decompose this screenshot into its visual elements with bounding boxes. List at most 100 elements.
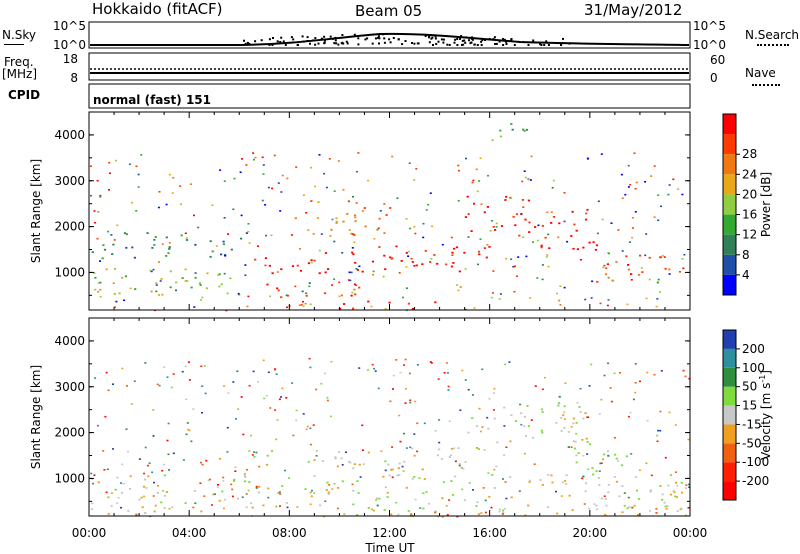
velocity-cell	[403, 364, 405, 366]
power-cell	[541, 264, 544, 266]
power-cell	[527, 178, 530, 181]
velocity-cell	[397, 513, 400, 516]
velocity-cell	[384, 486, 387, 489]
nsearch-dot	[413, 42, 416, 45]
power-cell	[579, 259, 582, 261]
power-cell	[477, 263, 479, 266]
velocity-cell	[628, 506, 631, 508]
velocity-cell	[242, 433, 245, 436]
velocity-cell	[223, 385, 226, 387]
velocity-cell	[626, 507, 629, 510]
velocity-cell	[231, 488, 234, 491]
velocity-cell	[352, 503, 355, 506]
power-cell	[379, 210, 382, 212]
power-cell	[353, 288, 356, 291]
power-cell	[377, 227, 380, 230]
power-cell	[656, 298, 659, 300]
velocity-cell	[590, 363, 593, 366]
nsearch-dot	[461, 39, 464, 42]
velocity-cell	[319, 504, 322, 507]
velocity-cell	[285, 397, 288, 399]
power-cell	[134, 288, 137, 290]
power-cell	[639, 254, 642, 257]
power-cell	[301, 290, 304, 293]
power-cell	[660, 205, 662, 208]
power-cell	[524, 218, 527, 221]
nsearch-dot	[335, 42, 338, 45]
velocity-cell	[234, 466, 237, 469]
velocity-cell	[405, 388, 407, 390]
power-cell	[425, 209, 428, 211]
x-tick-label: 12:00	[372, 526, 407, 540]
velocity-cell	[598, 470, 601, 472]
velocity-cell	[413, 433, 416, 435]
power-cell	[640, 267, 643, 269]
power-cell	[96, 179, 99, 182]
velocity-cell	[627, 496, 630, 499]
velocity-cell	[383, 509, 386, 511]
power-cell	[615, 261, 618, 263]
power-cell	[429, 192, 432, 194]
power-cell	[290, 234, 294, 236]
velocity-cell	[352, 489, 355, 492]
power-cell	[351, 251, 354, 254]
power-cell	[650, 175, 653, 177]
power-cell	[527, 199, 530, 202]
power-cell	[483, 247, 486, 249]
velocity-cell	[595, 504, 598, 507]
velocity-cell	[656, 440, 659, 443]
power-cell	[645, 233, 648, 235]
velocity-cell	[606, 450, 610, 452]
velocity-cell	[567, 446, 570, 448]
velocity-cell	[676, 485, 679, 487]
velocity-cell	[673, 491, 676, 494]
power-cell	[175, 281, 178, 284]
noise-right-tick-top: 10^5	[693, 19, 726, 33]
velocity-cell	[143, 472, 146, 475]
power-cell	[184, 268, 187, 271]
power-cell	[492, 225, 495, 228]
power-cell	[193, 306, 196, 308]
power-cell	[233, 177, 236, 180]
power-cell	[262, 164, 265, 166]
velocity-cell	[324, 372, 327, 375]
power-cell	[169, 270, 172, 273]
velocity-ylabel: Slant Range [km]	[29, 365, 43, 469]
velocity-cell	[422, 507, 425, 510]
power-cell	[200, 299, 202, 301]
velocity-cell	[92, 482, 94, 485]
velocity-cell	[533, 463, 536, 465]
velocity-cell	[267, 371, 270, 374]
velocity-cell	[362, 463, 365, 466]
power-cell	[492, 270, 495, 272]
power-cell	[498, 298, 501, 300]
power-cell	[491, 139, 494, 142]
power-cell	[218, 285, 221, 288]
nsearch-dot	[432, 44, 434, 46]
velocity-cell	[270, 450, 274, 452]
velocity-cell	[523, 452, 526, 455]
nsearch-dot	[513, 44, 516, 46]
velocity-cell	[417, 364, 419, 366]
power-cell	[602, 266, 605, 269]
power-cell	[102, 244, 105, 247]
velocity-cell	[464, 379, 467, 381]
velocity-cell	[232, 480, 236, 482]
velocity-cell	[669, 474, 673, 476]
velocity-cell	[153, 481, 155, 484]
velocity-cell	[603, 374, 606, 377]
velocity-cell	[151, 471, 154, 474]
power-cell	[483, 211, 486, 214]
power-cell	[158, 191, 161, 193]
velocity-cell	[587, 468, 590, 471]
velocity-cell	[551, 481, 554, 484]
power-cell	[264, 257, 268, 259]
velocity-cell	[222, 507, 225, 510]
velocity-cell	[343, 513, 346, 515]
power-ytick-label: 1000	[54, 265, 85, 279]
power-cell	[220, 253, 223, 256]
velocity-cell	[140, 496, 143, 499]
velocity-cell	[649, 510, 652, 512]
power-cell	[383, 254, 386, 257]
velocity-cell	[416, 422, 419, 425]
